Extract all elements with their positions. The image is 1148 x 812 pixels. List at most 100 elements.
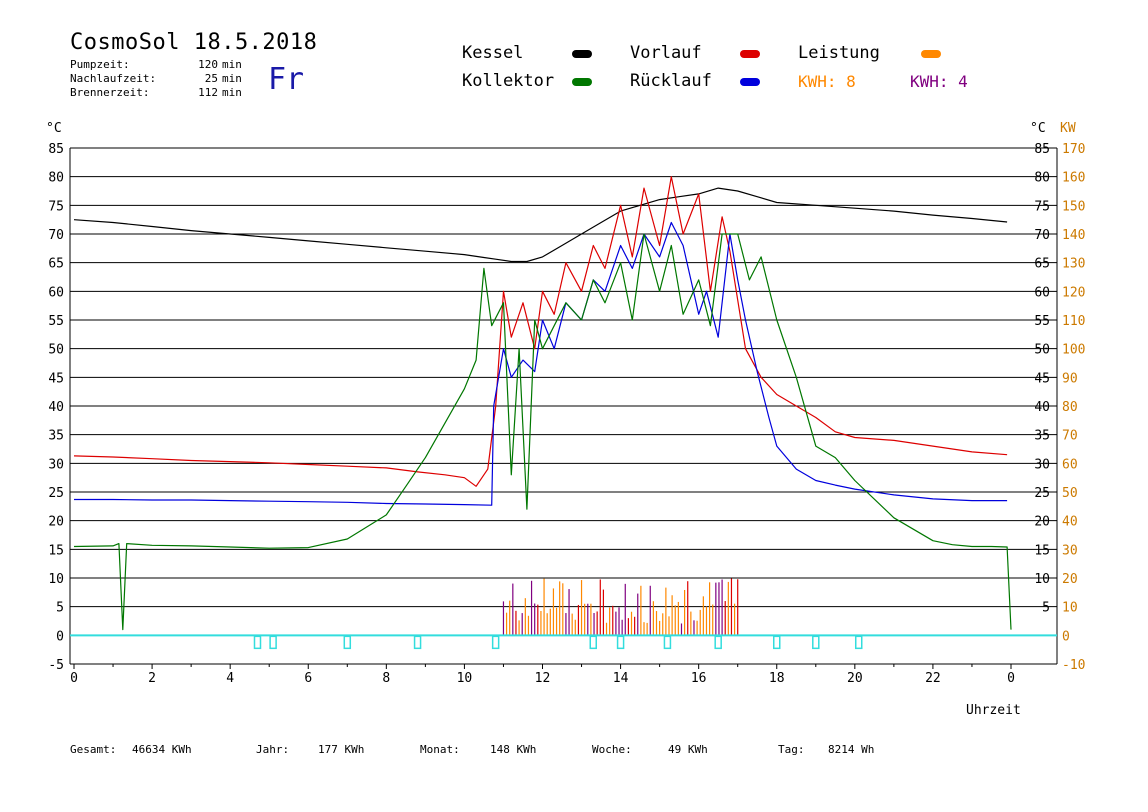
- series-line-kessel: [73, 187, 1008, 263]
- y-tick-left: 40: [48, 400, 64, 415]
- footer-woche: Woche: 49 KWh: [592, 743, 708, 756]
- pump-cycle-marker: [854, 635, 863, 650]
- y-tick-right-temp: 35: [1034, 429, 1050, 444]
- y-tick-left: 85: [48, 142, 64, 157]
- x-tick-label: 2: [148, 671, 156, 686]
- y-tick-right-temp: 30: [1034, 457, 1050, 472]
- x-axis-label: Uhrzeit: [966, 703, 1021, 718]
- footer-label: Woche:: [592, 743, 632, 756]
- legend-kollektor-swatch: [572, 78, 592, 86]
- x-tick-label: 4: [226, 671, 234, 686]
- pump-cycle-marker: [616, 635, 625, 650]
- legend-leistung-swatch: [921, 50, 941, 58]
- y-tick-right-power: 120: [1062, 285, 1085, 300]
- weekday-label: Fr: [268, 62, 305, 97]
- y-tick-right-temp: 10: [1034, 572, 1050, 587]
- pump-cycle-marker: [812, 635, 820, 650]
- legend-kessel-label: Kessel: [462, 43, 524, 63]
- info-label: Brennerzeit:: [70, 86, 150, 99]
- y-tick-left: 50: [48, 343, 64, 358]
- y-tick-right-power: 160: [1062, 171, 1085, 186]
- pump-cycle-marker: [413, 635, 422, 650]
- y-tick-right-power: 80: [1062, 400, 1078, 415]
- y-tick-right-power: 30: [1062, 543, 1078, 558]
- y-tick-right-power: 130: [1062, 257, 1085, 272]
- footer-value: 148 KWh: [490, 743, 537, 756]
- y-tick-right-temp: 70: [1034, 228, 1050, 243]
- y-tick-left: 0: [56, 629, 64, 644]
- footer-label: Gesamt:: [70, 743, 117, 756]
- info-unit: min: [222, 58, 242, 71]
- info-label: Pumpzeit:: [70, 58, 130, 71]
- legend-vorlauf-label: Vorlauf: [630, 43, 702, 63]
- pump-cycle-marker: [589, 635, 598, 650]
- y-tick-left: 10: [48, 572, 64, 587]
- y-axis-label-right-kw: KW: [1060, 121, 1076, 136]
- x-tick-label: 6: [304, 671, 312, 686]
- chart-title: CosmoSol 18.5.2018: [70, 30, 318, 55]
- x-tick-label: 0: [1007, 671, 1015, 686]
- info-label: Nachlaufzeit:: [70, 72, 157, 85]
- footer-value: 46634 KWh: [132, 743, 192, 756]
- x-tick-label: 10: [457, 671, 473, 686]
- pump-cycle-marker: [663, 635, 672, 650]
- footer-label: Monat:: [420, 743, 460, 756]
- legend-kollektor-label: Kollektor: [462, 71, 555, 91]
- y-tick-right-power: 100: [1062, 343, 1085, 358]
- pump-cycle-marker: [714, 635, 722, 650]
- y-tick-right-power: -10: [1062, 658, 1085, 673]
- pump-cycle-marker: [269, 635, 277, 650]
- y-tick-right-power: 40: [1062, 515, 1078, 530]
- info-nachlaufzeit: Nachlaufzeit: 25 min: [70, 72, 242, 85]
- y-axis-label-right-temp: °C: [1030, 121, 1046, 136]
- info-unit: min: [222, 86, 242, 99]
- footer-value: 8214 Wh: [828, 743, 875, 756]
- footer-label: Jahr:: [256, 743, 290, 756]
- y-tick-right-temp: 80: [1034, 171, 1050, 186]
- y-tick-left: -5: [48, 658, 64, 673]
- y-tick-right-temp: 65: [1034, 257, 1050, 272]
- info-value: 25: [204, 72, 218, 85]
- legend-ruecklauf-swatch: [740, 78, 760, 86]
- y-tick-right-power: 60: [1062, 457, 1078, 472]
- y-tick-right-temp: 45: [1034, 371, 1050, 386]
- y-tick-right-power: 110: [1062, 314, 1085, 329]
- footer-value: 177 KWh: [318, 743, 365, 756]
- legend-kwh-purple: KWH: 4: [910, 72, 968, 91]
- y-tick-right-temp: 5: [1042, 601, 1050, 616]
- y-tick-right-power: 140: [1062, 228, 1085, 243]
- x-tick-label: 18: [769, 671, 785, 686]
- footer-gesamt: Gesamt: 46634 KWh: [70, 743, 192, 756]
- y-tick-right-temp: 50: [1034, 343, 1050, 358]
- axes: 8580757065605550454035302520151050-58580…: [48, 142, 1085, 686]
- footer-jahr: Jahr: 177 KWh: [256, 743, 364, 756]
- x-tick-label: 0: [70, 671, 78, 686]
- y-axis-label-left: °C: [46, 121, 62, 136]
- y-tick-right-temp: 60: [1034, 285, 1050, 300]
- legend-leistung-label: Leistung: [798, 43, 880, 63]
- info-brennerzeit: Brennerzeit: 112 min: [70, 86, 242, 99]
- y-tick-left: 35: [48, 429, 64, 444]
- y-tick-right-power: 170: [1062, 142, 1085, 157]
- y-tick-left: 80: [48, 171, 64, 186]
- x-tick-label: 8: [382, 671, 390, 686]
- footer-value: 49 KWh: [668, 743, 708, 756]
- y-tick-left: 30: [48, 457, 64, 472]
- y-tick-right-temp: 20: [1034, 515, 1050, 530]
- y-tick-right-temp: 25: [1034, 486, 1050, 501]
- series-line-vorlauf: [73, 176, 1008, 487]
- y-tick-right-temp: 75: [1034, 199, 1050, 214]
- info-value: 112: [198, 86, 218, 99]
- y-tick-right-power: 0: [1062, 629, 1070, 644]
- info-unit: min: [222, 72, 242, 85]
- y-tick-left: 55: [48, 314, 64, 329]
- x-tick-label: 12: [535, 671, 551, 686]
- x-tick-label: 16: [691, 671, 707, 686]
- y-tick-right-temp: 85: [1034, 142, 1050, 157]
- y-tick-right-temp: 15: [1034, 543, 1050, 558]
- legend-vorlauf-swatch: [740, 50, 760, 58]
- y-tick-left: 25: [48, 486, 64, 501]
- y-tick-right-power: 90: [1062, 371, 1078, 386]
- y-tick-left: 15: [48, 543, 64, 558]
